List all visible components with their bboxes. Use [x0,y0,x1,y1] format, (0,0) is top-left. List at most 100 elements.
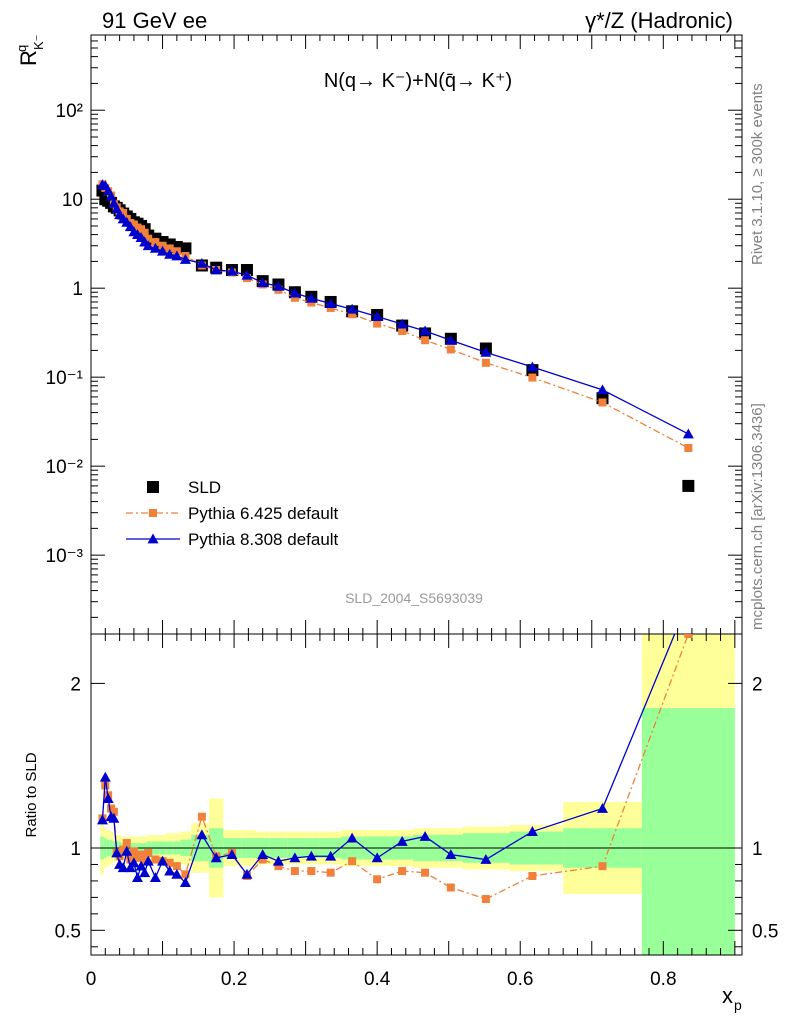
data-point [157,245,169,256]
data-point [346,303,358,314]
ratio-point [111,847,123,858]
data-point [371,311,383,321]
data-point [164,248,176,259]
data-point [179,254,191,264]
ratio-point [108,812,120,823]
ratio-point [99,771,111,782]
series-line [101,183,689,449]
ratio-point [241,868,253,879]
data-point [396,318,408,329]
ratio-point [289,852,301,863]
main-series-layer [96,179,695,492]
header-left: 91 GeV ee [102,8,207,33]
mcplots-label: mcplots.cern.ch [arXiv:1306.3436] [749,403,766,630]
ratio-point [274,862,283,871]
series-0 [96,184,695,492]
ratio-point [96,814,108,825]
legend-label: SLD [188,478,221,497]
ratio-point [371,852,383,863]
data-point [226,265,238,276]
watermark: SLD_2004_S5693039 [345,590,483,606]
ratio-series-layer [96,634,693,904]
ratio-point [684,634,693,638]
data-point [140,228,149,237]
ratio-point [109,807,118,816]
ratio-point [257,849,269,859]
ratio-point [144,848,153,857]
data-point [398,327,407,336]
ratio-point [526,826,538,836]
ratio-point [210,852,222,863]
ratio-point [305,850,317,861]
ratio-point [164,865,176,876]
data-point [421,336,430,345]
data-point [682,428,694,439]
ratio-point [157,855,169,866]
data-point [149,242,161,253]
ratio-point [139,867,151,878]
ratio-y-tick-label: 1 [70,839,81,860]
ratio-point [446,883,455,892]
y-tick-label: 10⁻³ [46,546,84,567]
ratio-point [307,867,316,876]
ratio-point [149,872,161,883]
data-point [598,398,607,407]
ratio-point [126,855,135,864]
ratio-point [172,862,181,871]
x-tick-label: 0.6 [507,969,533,990]
ratio-point [196,829,208,840]
ratio-y-tick-label-right: 0.5 [752,921,778,942]
series-1 [98,180,693,452]
data-point [445,334,457,345]
ratio-point [165,858,174,867]
data-point [419,325,431,336]
svg-text:p: p [734,997,742,1013]
rivet-label: Rivet 3.1.10, ≥ 300k events [749,83,766,265]
svg-text:R: R [16,50,41,66]
ratio-point [346,832,358,843]
svg-text:q: q [14,45,29,52]
ratio-point [348,857,357,866]
ratio-point [528,871,537,880]
data-point [144,234,153,243]
data-point [526,361,538,372]
data-point [142,240,154,251]
legend-label: Pythia 8.308 default [188,530,339,549]
y-tick-label: 10⁻¹ [46,368,84,389]
data-point [481,358,490,367]
band-stat-37 [641,708,735,955]
data-point [348,310,357,319]
data-point [179,242,192,255]
y-tick-label: 10⁻² [46,457,84,478]
data-point [289,287,301,298]
data-point [196,257,208,268]
main-title: N(q→ K⁻)+N(q̄→ K⁺) [324,70,512,92]
svg-text:x: x [722,983,733,1008]
ratio-y-tick-label-right: 1 [752,839,763,860]
ratio-point [290,867,299,876]
ratio-point [258,855,267,864]
ratio-point [102,793,114,804]
ratio-ylabel: Ratio to SLD [23,752,40,837]
ratio-point [128,857,140,868]
ratio-point [129,847,138,856]
legend-marker [147,481,159,493]
legend-marker [147,533,159,544]
ratio-point [121,845,133,856]
svg-text:K⁻: K⁻ [31,34,46,50]
ratio-point [135,860,147,871]
y-tick-label: 10 [62,190,83,211]
data-point [373,319,382,328]
ratio-point [421,868,430,877]
ratio-point [373,875,382,884]
ratio-point [151,855,160,864]
ratio-point [598,862,607,871]
x-tick-label: 0.4 [364,969,391,990]
data-point [241,269,253,280]
ratio-y-tick-label: 2 [70,674,81,695]
ratio-bands [100,634,735,955]
ratio-point [398,867,407,876]
x-tick-label: 0 [86,969,97,990]
ratio-point [137,850,146,859]
